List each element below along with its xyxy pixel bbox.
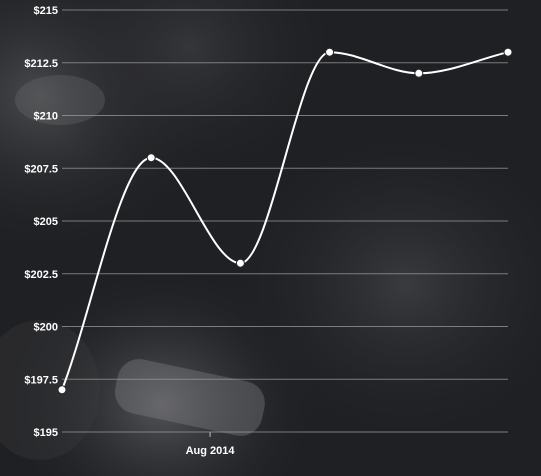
y-tick-label: $207.5 xyxy=(24,163,58,175)
x-tick-label: Aug 2014 xyxy=(186,445,236,457)
y-tick-label: $210 xyxy=(34,111,58,123)
grid xyxy=(62,9,508,433)
data-point[interactable] xyxy=(235,258,245,268)
y-tick-label: $197.5 xyxy=(24,374,58,386)
data-points xyxy=(57,47,513,395)
background-shape xyxy=(0,75,265,460)
data-point[interactable] xyxy=(146,153,156,163)
y-tick-label: $202.5 xyxy=(24,269,58,281)
y-tick-label: $215 xyxy=(34,5,58,17)
y-axis: $195 $197.5 $200 $202.5 $205 $207.5 $210 $212.5… xyxy=(24,5,58,439)
data-point[interactable] xyxy=(503,47,513,57)
y-tick-label: $205 xyxy=(34,216,58,228)
y-tick-label: $200 xyxy=(34,322,58,334)
data-point[interactable] xyxy=(325,47,335,57)
data-point[interactable] xyxy=(57,385,67,395)
y-tick-label: $212.5 xyxy=(24,58,58,70)
data-point[interactable] xyxy=(414,68,424,78)
x-axis: Aug 2014 xyxy=(186,432,236,457)
y-tick-label: $195 xyxy=(34,427,58,439)
